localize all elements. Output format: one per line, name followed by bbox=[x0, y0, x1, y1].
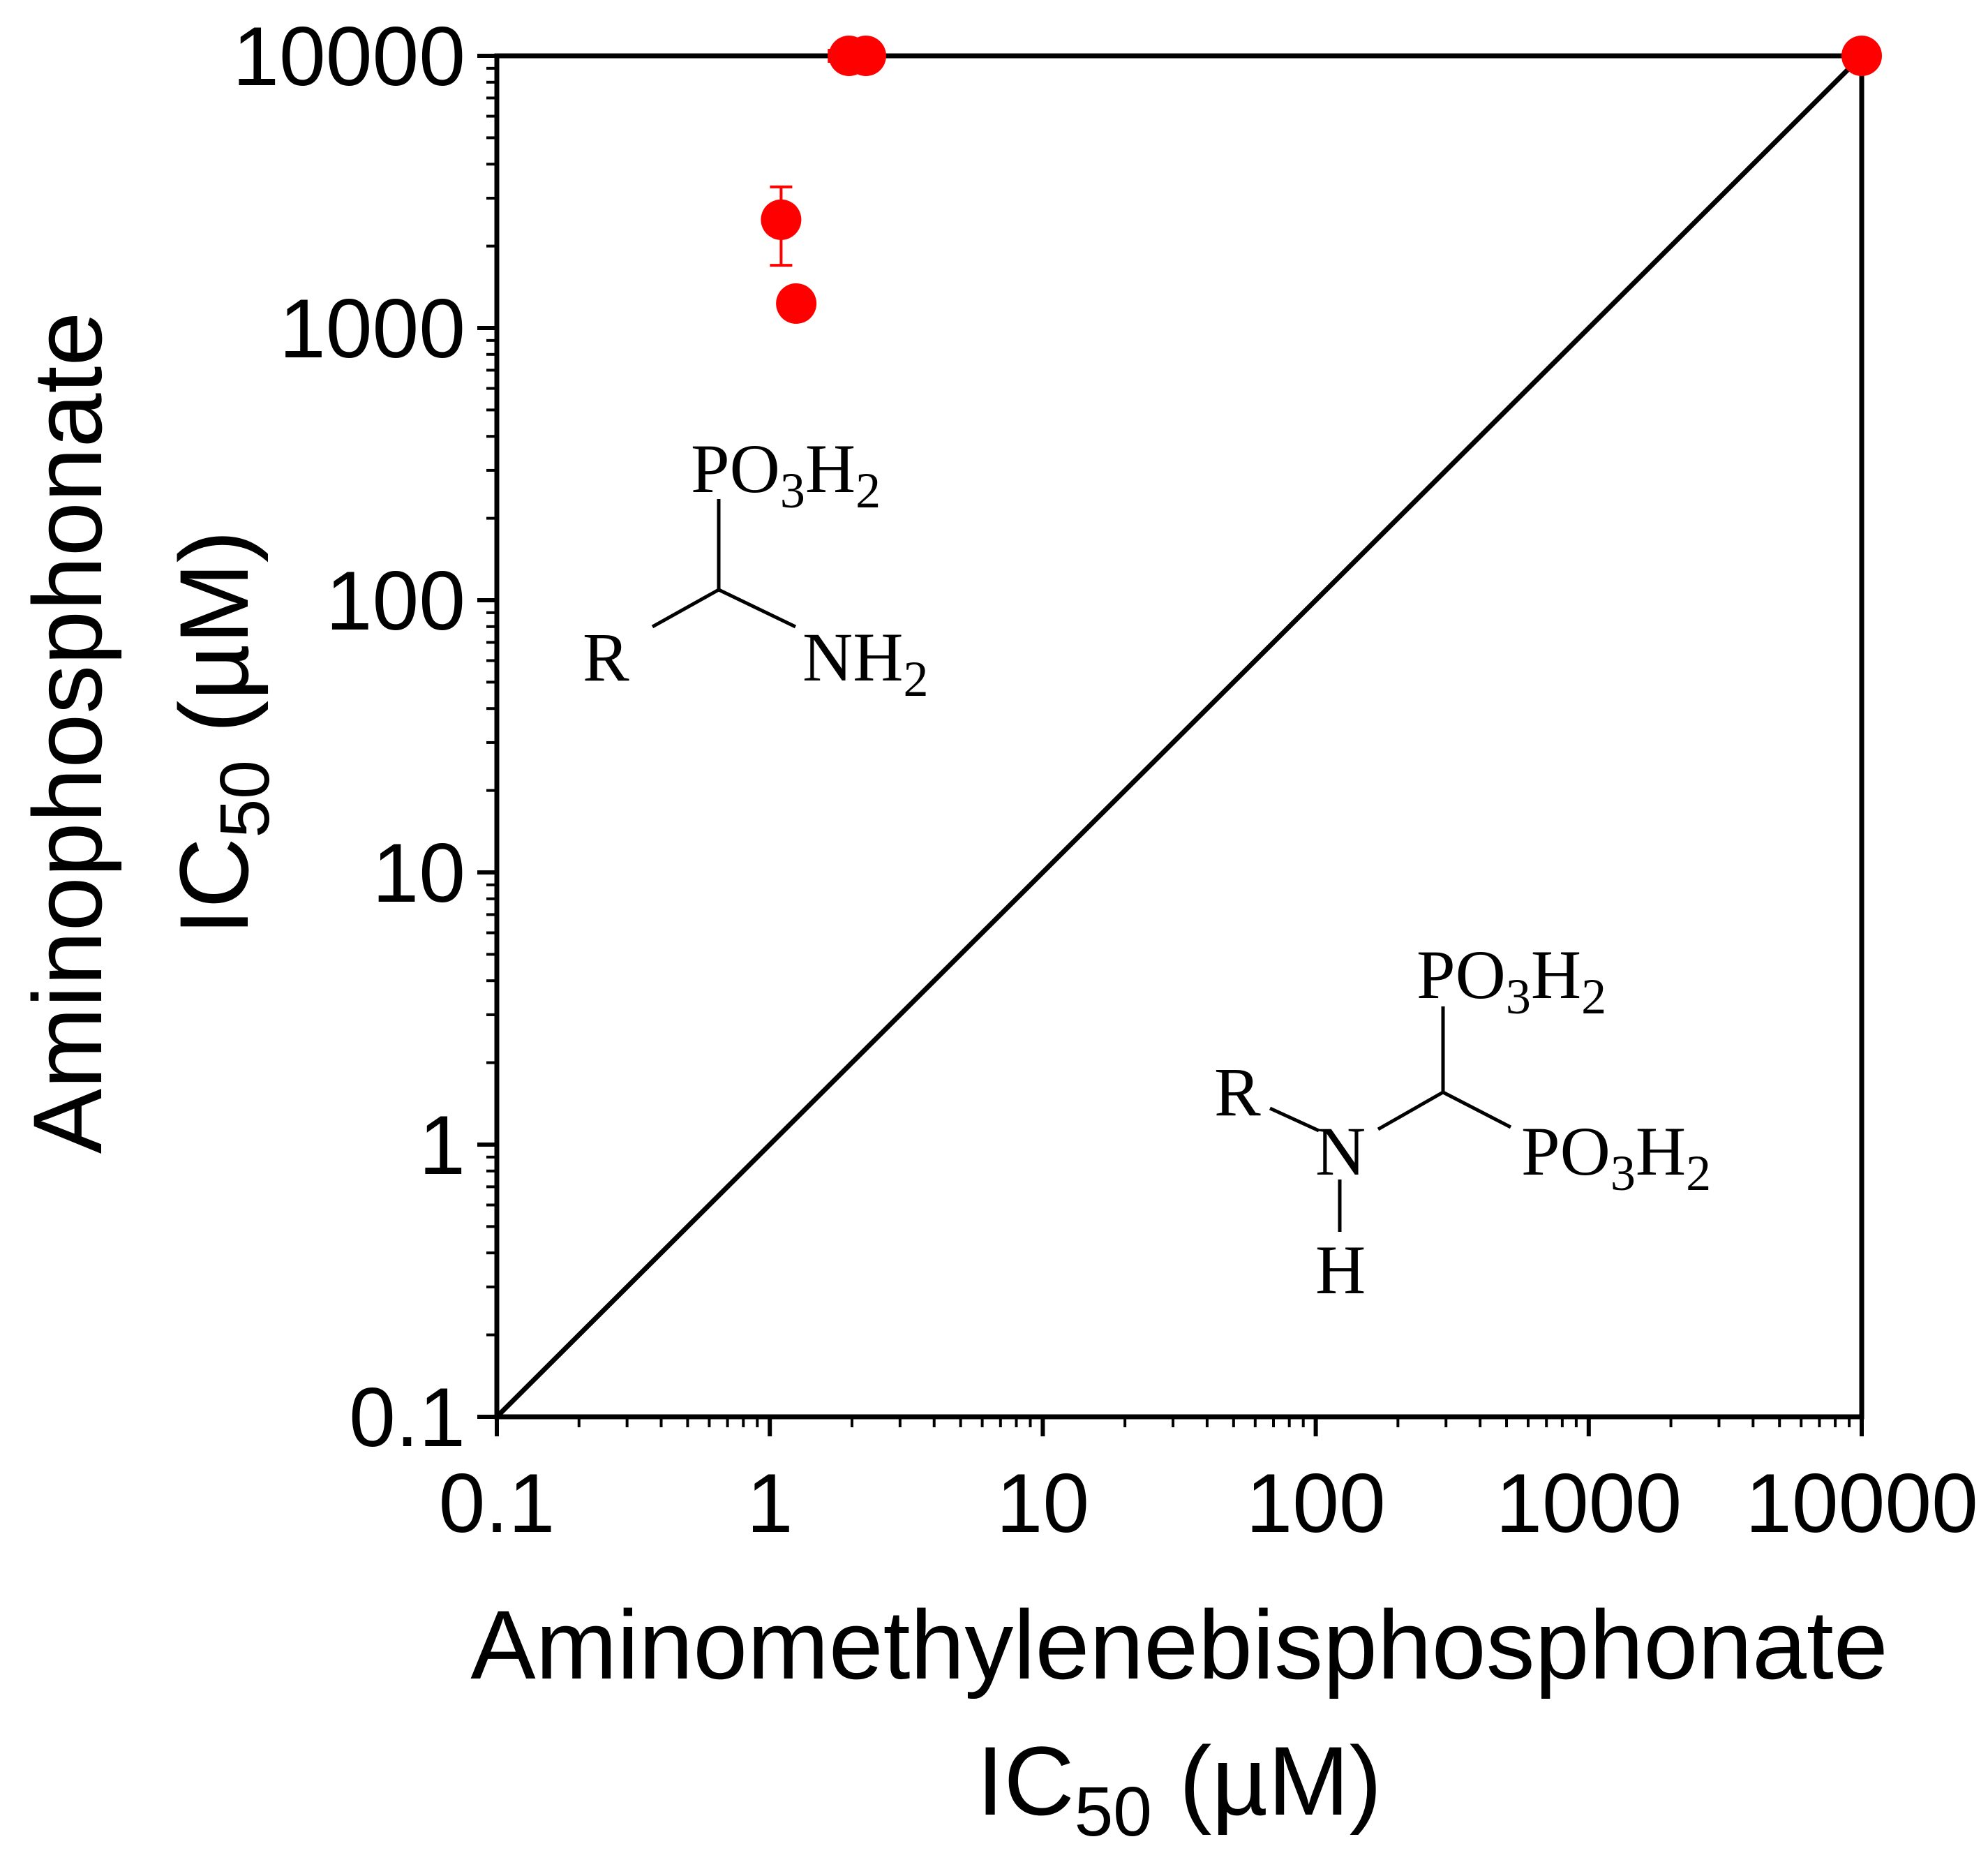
y-axis-title: Aminophosphonate bbox=[13, 312, 122, 1154]
y-axis-unit: (µM) bbox=[159, 530, 269, 760]
bisphosphonate-po3h2-top: PO3H2 bbox=[1417, 936, 1606, 1025]
y-axis-title-line1: Aminophosphonate bbox=[13, 312, 122, 1154]
bond-c-p-right bbox=[1442, 1090, 1512, 1129]
x-axis-title-line2: IC50 (µM) bbox=[977, 1726, 1382, 1851]
bisphosphonate-n: N bbox=[1315, 1112, 1366, 1190]
y-tick-label: 1 bbox=[419, 1099, 465, 1192]
data-point bbox=[761, 199, 802, 240]
x-tick-label: 1000 bbox=[1495, 1457, 1682, 1550]
data-point bbox=[1841, 36, 1882, 76]
y-tick-label: 100 bbox=[326, 554, 465, 648]
plot-frame bbox=[494, 53, 1864, 1420]
y-tick-label: 1000 bbox=[279, 282, 465, 375]
bisphosphonate-po3h2-right: PO3H2 bbox=[1521, 1112, 1711, 1201]
svg-text:IC50 (µM): IC50 (µM) bbox=[159, 530, 284, 936]
x-axis-title-line1: Aminomethylenebisphosphonate bbox=[470, 1590, 1888, 1699]
aminophosphonate-r: R bbox=[583, 618, 629, 696]
data-point bbox=[845, 36, 886, 76]
bisphosphonate-r: R bbox=[1214, 1053, 1261, 1131]
x-axis-ic-subscript: 50 bbox=[1075, 1773, 1152, 1851]
y-tick-label: 0.1 bbox=[349, 1371, 465, 1464]
x-tick-label: 1 bbox=[747, 1457, 793, 1550]
x-tick-label: 10000 bbox=[1745, 1457, 1978, 1550]
bond-c-r bbox=[651, 588, 720, 629]
y-axis-ic: IC bbox=[159, 838, 269, 935]
x-tick-label: 0.1 bbox=[439, 1457, 555, 1550]
aminophosphonate-structure: PO3H2 R NH2 bbox=[583, 430, 928, 707]
y-axis-ticks: 0.1 1 10 100 1000 10000 bbox=[232, 10, 497, 1464]
data-points bbox=[761, 36, 1882, 324]
aminophosphonate-po3h2: PO3H2 bbox=[691, 430, 881, 519]
y-axis-title-line2: IC50 (µM) bbox=[159, 530, 284, 936]
y-tick-label: 10 bbox=[373, 826, 465, 920]
x-axis-ticks: 0.1 1 10 100 1000 10000 bbox=[439, 1417, 1978, 1550]
identity-reference-line bbox=[495, 54, 1864, 1419]
bond-c-n bbox=[1377, 1090, 1444, 1131]
x-axis-ic: IC bbox=[977, 1726, 1075, 1836]
x-axis-unit: (µM) bbox=[1152, 1726, 1382, 1836]
bisphosphonate-h: H bbox=[1315, 1231, 1366, 1309]
data-point bbox=[776, 283, 817, 324]
bisphosphonate-structure: PO3H2 R N H PO3H2 bbox=[1214, 936, 1711, 1309]
x-tick-label: 10 bbox=[996, 1457, 1089, 1550]
y-tick-label: 10000 bbox=[232, 10, 465, 103]
x-tick-label: 100 bbox=[1246, 1457, 1385, 1550]
aminophosphonate-nh2: NH2 bbox=[802, 618, 928, 707]
bond-r-n bbox=[1269, 1106, 1320, 1133]
y-axis-ic-subscript: 50 bbox=[206, 760, 284, 838]
bond-c-n bbox=[717, 588, 797, 629]
